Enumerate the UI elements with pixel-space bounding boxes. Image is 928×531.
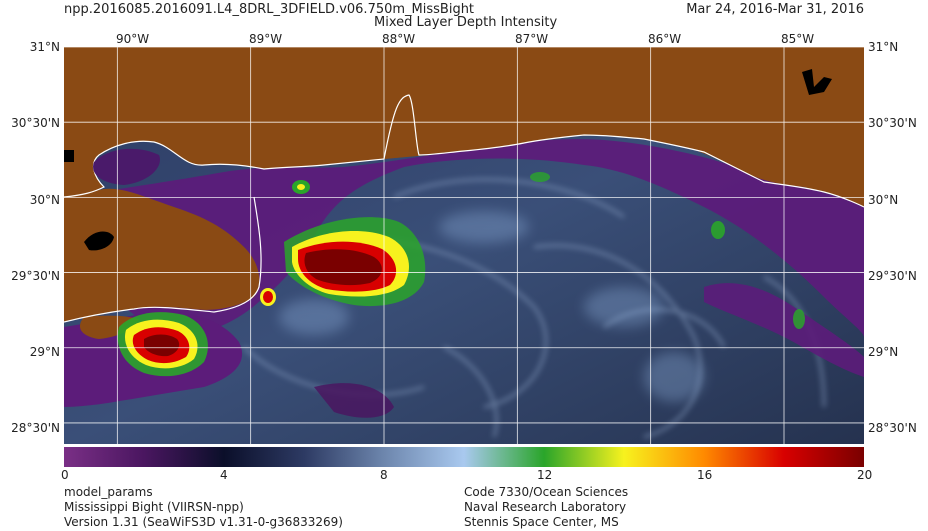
footer-left-line-1: model_params [64,485,153,499]
lat-tick-right-29n: 29°N [868,345,899,359]
black-spot-west [84,231,114,251]
product-name: npp.2016085.2016091.L4_8DRL_3DFIELD.v06.… [64,2,475,17]
small-hotspots [260,172,805,329]
cbar-tick-8: 8 [380,468,388,482]
colorbar-gradient [64,447,864,467]
cbar-tick-0: 0 [61,468,69,482]
shelf-purple-south [314,383,394,418]
lake-pontchartrain [93,148,160,185]
lat-tick-right-28-30n: 28°30'N [868,421,917,435]
black-spot-east [802,69,832,95]
ocean-highlights [279,211,704,402]
shelf-purple [64,139,864,337]
land-delta [64,188,260,322]
footer-left-line-3: Version 1.31 (SeaWiFS3D v1.31-0-g3683326… [64,515,343,529]
coastline-delta [64,196,262,323]
lon-tick-90w: 90°W [116,32,150,46]
date-range: Mar 24, 2016-Mar 31, 2016 [686,2,864,17]
lat-tick-left-28-30n: 28°30'N [11,421,60,435]
plume-center [284,217,426,307]
footer-right-line-1: Code 7330/Ocean Sciences [464,485,629,499]
lon-tick-86w: 86°W [648,32,682,46]
lat-tick-right-29-30n: 29°30'N [868,269,917,283]
cbar-tick-20: 20 [857,468,873,482]
lat-tick-left-30-30n: 30°30'N [11,116,60,130]
map-title: Mixed Layer Depth Intensity [374,15,558,30]
land-delta-tip [79,315,139,339]
lat-tick-right-30-30n: 30°30'N [868,116,917,130]
land-mass [64,47,864,207]
graticule [64,47,864,444]
lat-tick-left-29n: 29°N [29,345,60,359]
coastline [64,94,864,208]
lon-tick-87w: 87°W [515,32,549,46]
cbar-tick-12: 12 [537,468,553,482]
cbar-tick-4: 4 [220,468,228,482]
plume-delta [117,312,208,377]
lon-tick-85w: 85°W [781,32,815,46]
lat-tick-right-30n: 30°N [868,193,899,207]
lon-tick-88w: 88°W [382,32,416,46]
lat-tick-left-31n: 31°N [29,40,60,54]
lat-tick-left-29-30n: 29°30'N [11,269,60,283]
lon-tick-89w: 89°W [249,32,283,46]
lat-tick-right-31n: 31°N [868,40,899,54]
lat-tick-left-30n: 30°N [29,193,60,207]
footer-right-line-3: Stennis Space Center, MS [464,515,619,529]
colorbar [64,447,864,467]
cbar-tick-16: 16 [697,468,713,482]
footer-left-line-2: Mississippi Bight (VIIRSN-npp) [64,500,244,514]
mld-map[interactable] [64,47,864,444]
footer-right-line-2: Naval Research Laboratory [464,500,627,514]
black-spot-left [64,150,74,162]
